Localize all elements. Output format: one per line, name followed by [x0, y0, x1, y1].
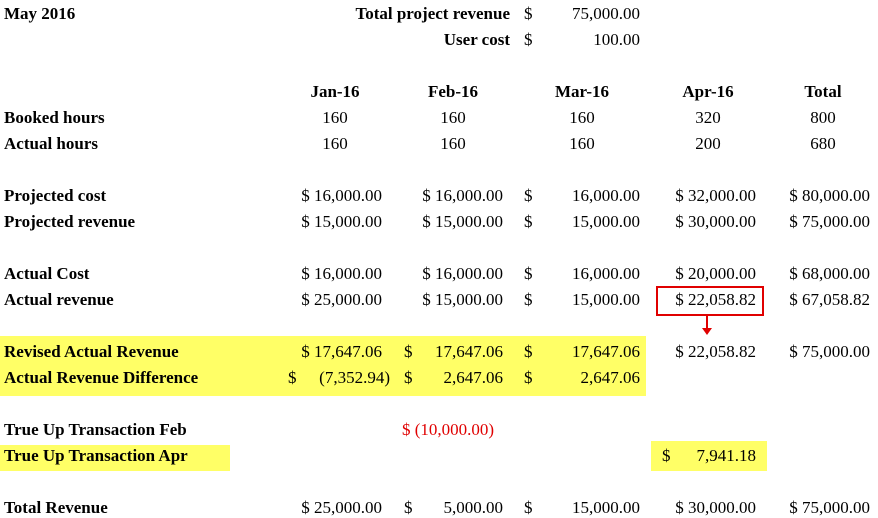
revised-revenue-mar-currency: $	[524, 342, 533, 361]
actual-cost-apr: $ 20,000.00	[675, 264, 756, 283]
actual-revenue-jan: $ 25,000.00	[301, 290, 382, 309]
booked-hours-label: Booked hours	[4, 108, 105, 127]
actual-cost-jan: $ 16,000.00	[301, 264, 382, 283]
column-header-apr: Apr-16	[682, 82, 734, 101]
actual-cost-mar-currency: $	[524, 264, 533, 283]
true-up-feb-label: True Up Transaction Feb	[4, 420, 187, 439]
total-project-revenue-currency: $	[524, 4, 533, 23]
actual-hours-total: 680	[810, 134, 836, 153]
actual-cost-total: $ 68,000.00	[789, 264, 870, 283]
total-revenue-apr: $ 30,000.00	[675, 498, 756, 517]
projected-revenue-label: Projected revenue	[4, 212, 136, 231]
revised-revenue-mar: 17,647.06	[572, 342, 640, 361]
projected-cost-label: Projected cost	[4, 186, 107, 205]
annotation-arrow-line	[706, 316, 708, 329]
booked-hours-mar: 160	[569, 108, 595, 127]
total-revenue-feb: 5,000.00	[443, 498, 504, 517]
actual-cost-feb: $ 16,000.00	[422, 264, 503, 283]
booked-hours-jan: 160	[322, 108, 348, 127]
true-up-apr-currency: $	[662, 446, 671, 465]
column-header-jan: Jan-16	[310, 82, 360, 101]
total-revenue-mar: 15,000.00	[572, 498, 640, 517]
projected-revenue-jan: $ 15,000.00	[301, 212, 382, 231]
projected-revenue-total: $ 75,000.00	[789, 212, 870, 231]
revised-actual-revenue-label: Revised Actual Revenue	[4, 342, 179, 361]
actual-revenue-mar-currency: $	[524, 290, 533, 309]
projected-cost-total: $ 80,000.00	[789, 186, 870, 205]
booked-hours-apr: 320	[695, 108, 721, 127]
revised-revenue-jan: $ 17,647.06	[301, 342, 382, 361]
revised-revenue-total: $ 75,000.00	[789, 342, 870, 361]
revenue-difference-feb: 2,647.06	[443, 368, 504, 387]
projected-cost-mar: 16,000.00	[572, 186, 640, 205]
column-header-feb: Feb-16	[427, 82, 479, 101]
revised-revenue-feb-currency: $	[404, 342, 413, 361]
column-header-mar: Mar-16	[554, 82, 610, 101]
revenue-difference-mar: 2,647.06	[580, 368, 641, 387]
projected-cost-apr: $ 32,000.00	[675, 186, 756, 205]
revised-revenue-highlight	[0, 336, 646, 396]
total-revenue-mar-currency: $	[524, 498, 533, 517]
revenue-difference-mar-currency: $	[524, 368, 533, 387]
revenue-difference-jan: (7,352.94)	[319, 368, 390, 387]
projected-cost-mar-currency: $	[524, 186, 533, 205]
revised-revenue-feb: 17,647.06	[435, 342, 503, 361]
true-up-feb-value: $ (10,000.00)	[402, 420, 495, 439]
annotation-highlight-box	[656, 286, 764, 316]
projected-revenue-mar: 15,000.00	[572, 212, 640, 231]
projected-cost-jan: $ 16,000.00	[301, 186, 382, 205]
total-project-revenue-label: Total project revenue	[355, 4, 510, 23]
actual-hours-feb: 160	[440, 134, 466, 153]
true-up-apr-value-highlight	[651, 441, 767, 471]
arrow-down-icon	[702, 328, 712, 335]
actual-revenue-total: $ 67,058.82	[789, 290, 870, 309]
true-up-apr-label-highlight	[0, 445, 230, 471]
booked-hours-feb: 160	[440, 108, 466, 127]
revenue-difference-jan-currency: $	[288, 368, 297, 387]
projected-revenue-mar-currency: $	[524, 212, 533, 231]
projected-revenue-feb: $ 15,000.00	[422, 212, 503, 231]
total-revenue-jan: $ 25,000.00	[301, 498, 382, 517]
actual-revenue-mar: 15,000.00	[572, 290, 640, 309]
actual-cost-label: Actual Cost	[4, 264, 90, 283]
total-project-revenue-value: 75,000.00	[572, 4, 640, 23]
total-revenue-label: Total Revenue	[4, 498, 108, 517]
projected-revenue-apr: $ 30,000.00	[675, 212, 756, 231]
actual-hours-label: Actual hours	[4, 134, 98, 153]
actual-revenue-feb: $ 15,000.00	[422, 290, 503, 309]
page-title: May 2016	[4, 4, 76, 23]
actual-hours-mar: 160	[569, 134, 595, 153]
true-up-apr-label: True Up Transaction Apr	[4, 446, 188, 465]
revised-revenue-apr: $ 22,058.82	[675, 342, 756, 361]
column-header-total: Total	[804, 82, 842, 101]
user-cost-label: User cost	[443, 30, 510, 49]
user-cost-currency: $	[524, 30, 533, 49]
revenue-difference-feb-currency: $	[404, 368, 413, 387]
projected-cost-feb: $ 16,000.00	[422, 186, 503, 205]
actual-hours-apr: 200	[695, 134, 721, 153]
true-up-apr-value: 7,941.18	[696, 446, 757, 465]
total-revenue-feb-currency: $	[404, 498, 413, 517]
actual-hours-jan: 160	[322, 134, 348, 153]
actual-revenue-label: Actual revenue	[4, 290, 114, 309]
actual-revenue-difference-label: Actual Revenue Difference	[4, 368, 199, 387]
user-cost-value: 100.00	[593, 30, 640, 49]
total-revenue-total: $ 75,000.00	[789, 498, 870, 517]
actual-cost-mar: 16,000.00	[572, 264, 640, 283]
booked-hours-total: 800	[810, 108, 836, 127]
actual-revenue-apr: $ 22,058.82	[675, 290, 756, 309]
